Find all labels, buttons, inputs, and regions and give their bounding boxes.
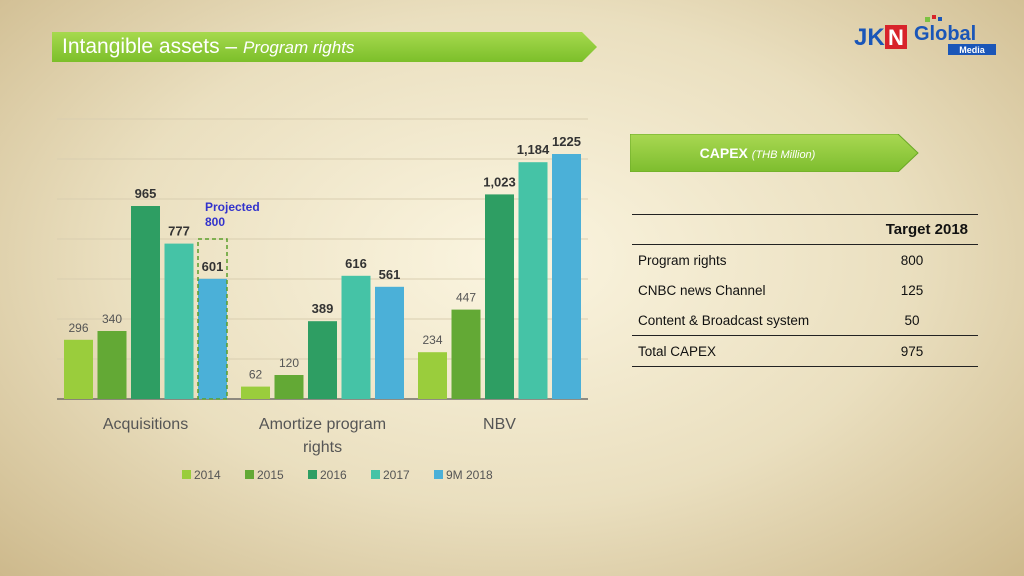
data-label: 561 <box>379 267 401 282</box>
data-label: 447 <box>456 291 476 305</box>
data-label: 340 <box>102 312 122 326</box>
table-row: CNBC news Channel 125 <box>632 275 978 305</box>
capex-row-value: 50 <box>846 305 978 336</box>
category-label: Acquisitions <box>103 416 188 433</box>
bar <box>375 287 404 399</box>
capex-total-label: Total CAPEX <box>632 336 846 367</box>
capex-table: Target 2018 Program rights 800 CNBC news… <box>632 214 978 367</box>
legend-swatch <box>245 470 254 479</box>
data-label: 777 <box>168 224 190 239</box>
capex-row-value: 800 <box>846 245 978 276</box>
capex-banner: CAPEX (THB Million) <box>630 134 920 172</box>
bar <box>452 310 481 399</box>
legend-label: 2015 <box>257 468 284 482</box>
capex-title-main: CAPEX <box>700 145 748 161</box>
capex-total-value: 975 <box>846 336 978 367</box>
capex-row-label: Content & Broadcast system <box>632 305 846 336</box>
bar <box>131 206 160 399</box>
bar <box>241 387 270 399</box>
data-label: 296 <box>68 321 88 335</box>
data-label: 616 <box>345 256 367 271</box>
bar <box>165 244 194 399</box>
bar <box>552 154 581 399</box>
bar <box>98 331 127 399</box>
data-label: 62 <box>249 368 263 382</box>
capex-header-target: Target 2018 <box>846 215 978 245</box>
bar <box>519 162 548 399</box>
bar <box>342 276 371 399</box>
capex-row-value: 125 <box>846 275 978 305</box>
data-label: 1,184 <box>517 142 550 157</box>
capex-header-blank <box>632 215 846 245</box>
capex-title-unit: (THB Million) <box>752 149 816 161</box>
legend-swatch <box>308 470 317 479</box>
bar <box>275 375 304 399</box>
data-label: 389 <box>312 301 334 316</box>
annotation-label: 800 <box>205 215 225 229</box>
bar <box>418 352 447 399</box>
category-label: rights <box>303 439 342 456</box>
data-label: 601 <box>202 259 224 274</box>
legend-label: 2017 <box>383 468 410 482</box>
legend-label: 9M 2018 <box>446 468 493 482</box>
legend-label: 2014 <box>194 468 221 482</box>
capex-title: CAPEX (THB Million) <box>630 134 885 172</box>
category-label: Amortize program <box>259 416 386 433</box>
bar <box>198 279 227 399</box>
legend-swatch <box>182 470 191 479</box>
legend-label: 2016 <box>320 468 347 482</box>
legend-swatch <box>434 470 443 479</box>
capex-header-row: Target 2018 <box>632 215 978 245</box>
table-row: Program rights 800 <box>632 245 978 276</box>
capex-row-label: CNBC news Channel <box>632 275 846 305</box>
category-label: NBV <box>483 416 516 433</box>
data-label: 234 <box>422 333 442 347</box>
capex-row-label: Program rights <box>632 245 846 276</box>
bar <box>485 194 514 399</box>
table-row: Content & Broadcast system 50 <box>632 305 978 336</box>
data-label: 120 <box>279 356 299 370</box>
bar <box>308 321 337 399</box>
data-label: 1,023 <box>483 174 516 189</box>
data-label: 1225 <box>552 134 581 149</box>
bar <box>64 340 93 399</box>
annotation-label: Projected <box>205 200 260 214</box>
legend-swatch <box>371 470 380 479</box>
data-label: 965 <box>135 186 157 201</box>
capex-total-row: Total CAPEX 975 <box>632 336 978 367</box>
